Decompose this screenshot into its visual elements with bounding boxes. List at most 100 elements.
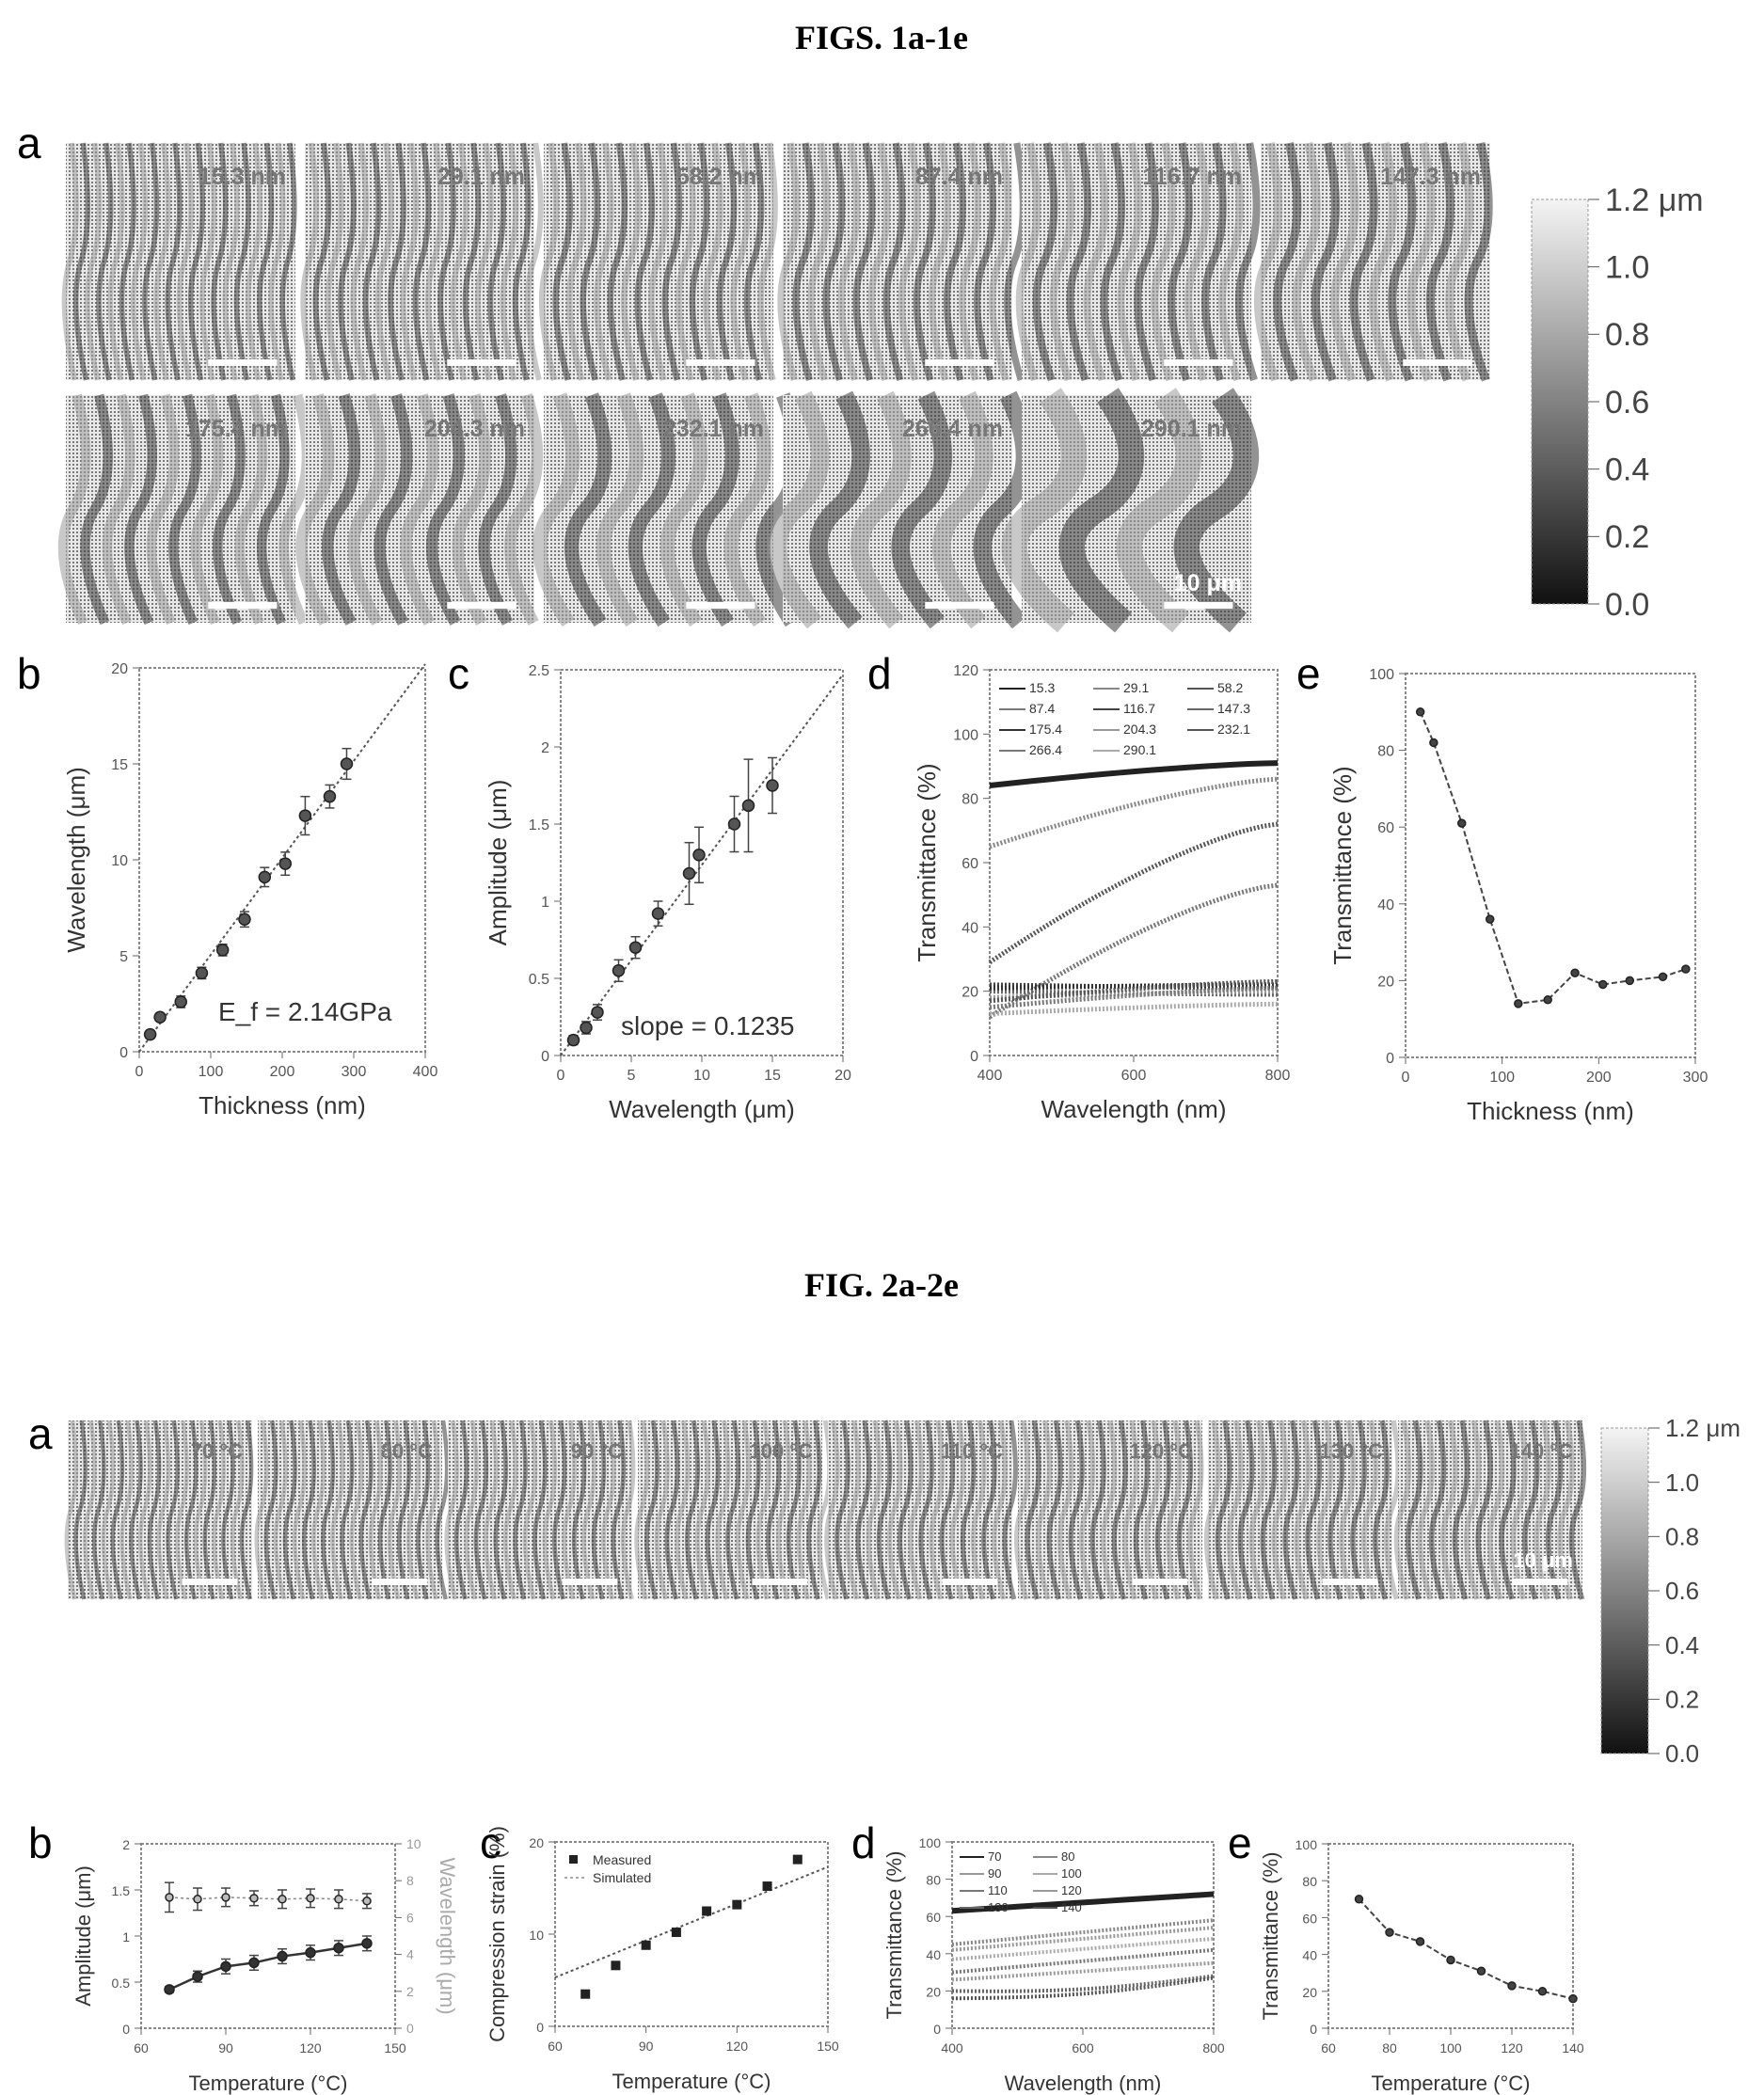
data-point xyxy=(1507,1981,1517,1991)
x-tick-label: 120 xyxy=(1501,2040,1523,2055)
image-tile: 90 °C xyxy=(444,1420,636,1600)
wrinkle-stripe xyxy=(425,1420,440,1600)
measured-point xyxy=(641,1940,651,1950)
wrinkle-stripe xyxy=(190,393,224,626)
wrinkle-stripe xyxy=(183,1420,199,1600)
y-tick-label: 80 xyxy=(961,792,978,808)
series-line xyxy=(951,1974,1215,1993)
wrinkle-stripe xyxy=(654,1420,670,1600)
scale-bar xyxy=(447,359,516,366)
wrinkle-stripe xyxy=(279,142,297,381)
wrinkle-stripe xyxy=(1036,1420,1053,1600)
wrinkle-stripe xyxy=(147,1420,162,1600)
x-tick-label: 140 xyxy=(1562,2040,1584,2055)
colorbar-tick-label: 0.8 xyxy=(1665,1522,1699,1550)
wrinkle-stripe xyxy=(1464,1420,1482,1600)
wrinkle-stripe xyxy=(493,1420,508,1600)
y2-tick-label: 4 xyxy=(406,1947,414,1962)
image-tile: 147.3 nm xyxy=(1253,142,1493,382)
wrinkle-stripe xyxy=(1425,142,1455,382)
y-tick-label: 20 xyxy=(1302,1985,1317,2000)
image-thickness-label: 110 °C xyxy=(941,1439,1003,1463)
wrinkle-stripe xyxy=(949,1420,966,1600)
wrinkle-stripe xyxy=(837,142,861,382)
wrinkle-stripe xyxy=(1134,142,1159,382)
wrinkle-stripe xyxy=(416,1420,431,1600)
wrinkle-stripe xyxy=(1237,1420,1255,1600)
wrinkle-stripe xyxy=(591,1420,607,1600)
x-tick-label: 80 xyxy=(1382,2040,1397,2055)
image-thickness-label: 29.1 nm xyxy=(437,164,525,190)
wrinkle-stripe xyxy=(400,393,439,626)
wrinkle-stripe xyxy=(400,142,420,381)
x-tick-label: 0 xyxy=(135,1064,144,1080)
wrinkle-stripe xyxy=(685,1420,701,1600)
wrinkle-stripe xyxy=(1350,1420,1367,1600)
wrinkle-stripe xyxy=(730,142,751,381)
data-point xyxy=(628,941,643,954)
wrinkle-stripe xyxy=(1522,1420,1540,1600)
wrinkle-stripe xyxy=(989,142,1011,382)
amplitude-point xyxy=(333,1942,344,1954)
wrinkle-stripe xyxy=(73,1420,87,1600)
wrinkle-stripe xyxy=(478,393,517,626)
legend-entry: 58.2 xyxy=(1217,680,1243,695)
scale-bar xyxy=(1403,359,1472,366)
wrinkle-stripe xyxy=(412,142,432,381)
y-axis-label: Transmittance (%) xyxy=(882,1851,906,2020)
colorbar-tick-label: 0.0 xyxy=(1605,587,1649,623)
scale-bar xyxy=(1512,1579,1568,1585)
series-line xyxy=(988,882,1279,1020)
wrinkle-stripe xyxy=(233,142,251,381)
wrinkle-stripe xyxy=(473,1420,489,1600)
legend-entry: 100 xyxy=(1061,1866,1082,1881)
wrinkle-stripe xyxy=(834,1420,850,1600)
plot-frame xyxy=(1327,1843,1574,2029)
wrinkle-stripe xyxy=(1393,1420,1412,1600)
legend-entry: 15.3 xyxy=(1029,680,1055,695)
y-tick-label: 15 xyxy=(111,757,128,773)
wrinkle-stripe xyxy=(312,142,332,381)
wrinkle-stripe xyxy=(1445,142,1474,382)
wrinkle-stripe xyxy=(824,1420,840,1600)
wrinkle-stripe xyxy=(1015,142,1041,382)
x-tick-label: 5 xyxy=(628,1068,636,1084)
y-tick-label: 20 xyxy=(1377,974,1394,990)
fig1-panel-b-label: b xyxy=(17,649,41,698)
y-tick-label: 0 xyxy=(1310,2022,1317,2037)
colorbar-top-label: 1.2 μm xyxy=(1665,1414,1740,1442)
legend-entry: 140 xyxy=(1061,1900,1082,1914)
y-axis-label: Compression strain (%) xyxy=(485,1826,509,2042)
wrinkle-stripe xyxy=(437,142,456,381)
x-tick-label: 20 xyxy=(834,1068,851,1084)
x-axis-label: Wavelength (nm) xyxy=(1005,2071,1162,2095)
wrinkle-stripe xyxy=(929,1420,945,1600)
image-thickness-label: 87.4 nm xyxy=(915,164,1003,190)
x-tick-label: 100 xyxy=(1489,1070,1515,1086)
series-line xyxy=(951,1891,1215,1914)
wrinkle-stripe xyxy=(542,1420,558,1600)
y-tick-label: 20 xyxy=(111,661,128,677)
wrinkle-stripe xyxy=(1083,142,1109,382)
measured-point xyxy=(671,1928,681,1938)
colorbar-tick-label: 0.2 xyxy=(1605,519,1649,555)
wrinkle-stripe xyxy=(1173,388,1260,633)
y-tick-label: 80 xyxy=(1377,744,1394,760)
wrinkle-stripe xyxy=(1464,142,1493,382)
data-point xyxy=(258,870,272,884)
legend-entry: 232.1 xyxy=(1217,722,1250,737)
wrinkle-stripe xyxy=(661,142,683,381)
scale-bar xyxy=(562,1579,618,1585)
wrinkle-stripe xyxy=(257,142,275,381)
wrinkle-stripe xyxy=(64,1420,79,1600)
wrinkle-stripe xyxy=(621,142,642,381)
wrinkle-stripe xyxy=(311,1420,326,1600)
wrinkle-stripe xyxy=(565,142,587,381)
measured-point xyxy=(762,1881,772,1892)
wrinkle-stripe xyxy=(705,1420,721,1600)
x-tick-label: 800 xyxy=(1202,2040,1225,2055)
y-tick-label: 1 xyxy=(122,1929,130,1944)
wrinkle-stripe xyxy=(102,393,135,626)
wrinkle-stripe xyxy=(1292,142,1321,382)
